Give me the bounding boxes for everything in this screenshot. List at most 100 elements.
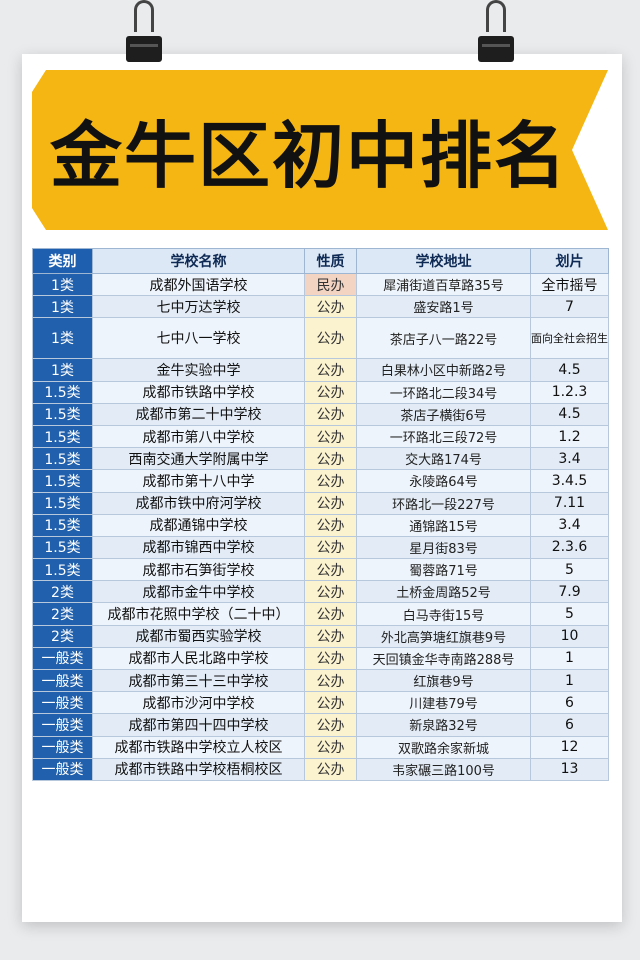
type-cell: 公办 bbox=[304, 491, 357, 515]
category-cell: 一般类 bbox=[32, 691, 93, 715]
school-name-cell: 成都市锦西中学校 bbox=[92, 535, 305, 560]
address-cell: 茶店子横街6号 bbox=[356, 402, 531, 426]
school-name-cell: 成都市蜀西实验学校 bbox=[92, 624, 305, 648]
district-cell: 5 bbox=[530, 602, 609, 626]
address-cell: 通锦路15号 bbox=[356, 513, 531, 537]
school-name-cell: 成都市石笋街学校 bbox=[92, 558, 305, 582]
category-cell: 一般类 bbox=[32, 735, 93, 759]
header-district: 划片 bbox=[530, 248, 609, 274]
address-cell: 川建巷79号 bbox=[356, 691, 531, 715]
type-cell: 公办 bbox=[304, 558, 357, 582]
type-cell: 公办 bbox=[304, 317, 357, 360]
address-cell: 土桥金周路52号 bbox=[356, 580, 531, 604]
district-cell: 10 bbox=[530, 624, 609, 648]
district-cell: 1 bbox=[530, 668, 609, 693]
address-cell: 新泉路32号 bbox=[356, 713, 531, 737]
table-row: 1.5类 成都市第十八中学 公办 永陵路64号 3.4.5 bbox=[32, 469, 609, 493]
category-cell: 一般类 bbox=[32, 757, 93, 781]
category-cell: 1.5类 bbox=[32, 491, 93, 515]
district-cell: 7 bbox=[530, 295, 609, 319]
district-cell: 1.2 bbox=[530, 424, 609, 449]
school-name-cell: 成都市第四十四中学校 bbox=[92, 713, 305, 737]
ranking-table: 类别 学校名称 性质 学校地址 划片 1类 成都外国语学校 民办 犀浦街道百草路35号… bbox=[32, 248, 609, 781]
district-cell: 7.11 bbox=[530, 491, 609, 515]
type-cell: 公办 bbox=[304, 295, 357, 319]
table-body: 1类 成都外国语学校 民办 犀浦街道百草路35号 全市摇号 1类 七中万达学校 公办 盛安路1号… bbox=[32, 272, 609, 781]
type-cell: 公办 bbox=[304, 424, 357, 449]
category-cell: 1类 bbox=[32, 272, 93, 297]
address-cell: 交大路174号 bbox=[356, 447, 531, 471]
type-cell: 公办 bbox=[304, 713, 357, 737]
table-row: 1.5类 西南交通大学附属中学 公办 交大路174号 3.4 bbox=[32, 447, 609, 471]
address-cell: 星月街83号 bbox=[356, 535, 531, 560]
type-cell: 公办 bbox=[304, 668, 357, 693]
district-cell: 1 bbox=[530, 646, 609, 671]
table-row: 一般类 成都市第四十四中学校 公办 新泉路32号 6 bbox=[32, 713, 609, 737]
district-cell: 全市摇号 bbox=[530, 272, 609, 297]
school-name-cell: 西南交通大学附属中学 bbox=[92, 447, 305, 471]
school-name-cell: 成都市人民北路中学校 bbox=[92, 646, 305, 671]
category-cell: 2类 bbox=[32, 624, 93, 648]
district-cell: 2.3.6 bbox=[530, 535, 609, 560]
school-name-cell: 成都市铁中府河学校 bbox=[92, 491, 305, 515]
binder-clip-right-icon bbox=[478, 0, 514, 64]
type-cell: 公办 bbox=[304, 358, 357, 382]
table-row: 1.5类 成都市第二十中学校 公办 茶店子横街6号 4.5 bbox=[32, 402, 609, 426]
category-cell: 1.5类 bbox=[32, 558, 93, 582]
type-cell: 公办 bbox=[304, 535, 357, 560]
district-cell: 13 bbox=[530, 757, 609, 781]
table-row: 2类 成都市花照中学校（二十中） 公办 白马寺街15号 5 bbox=[32, 602, 609, 626]
type-cell: 公办 bbox=[304, 380, 357, 404]
category-cell: 1类 bbox=[32, 358, 93, 382]
district-cell: 面向全社会招生 bbox=[530, 317, 609, 360]
school-name-cell: 成都市花照中学校（二十中） bbox=[92, 602, 305, 626]
type-cell: 公办 bbox=[304, 602, 357, 626]
category-cell: 1类 bbox=[32, 317, 93, 360]
address-cell: 白果林小区中新路2号 bbox=[356, 358, 531, 382]
district-cell: 7.9 bbox=[530, 580, 609, 604]
school-name-cell: 成都市第八中学校 bbox=[92, 424, 305, 449]
header-address: 学校地址 bbox=[356, 248, 531, 274]
school-name-cell: 成都市第十八中学 bbox=[92, 469, 305, 493]
address-cell: 犀浦街道百草路35号 bbox=[356, 272, 531, 297]
school-name-cell: 七中八一学校 bbox=[92, 317, 305, 360]
category-cell: 一般类 bbox=[32, 668, 93, 693]
type-cell: 公办 bbox=[304, 513, 357, 537]
category-cell: 1.5类 bbox=[32, 535, 93, 560]
school-name-cell: 金牛实验中学 bbox=[92, 358, 305, 382]
school-name-cell: 成都市铁路中学校 bbox=[92, 380, 305, 404]
school-name-cell: 成都市金牛中学校 bbox=[92, 580, 305, 604]
table-header-row: 类别 学校名称 性质 学校地址 划片 bbox=[32, 248, 609, 274]
district-cell: 3.4.5 bbox=[530, 469, 609, 493]
district-cell: 6 bbox=[530, 691, 609, 715]
address-cell: 茶店子八一路22号 bbox=[356, 317, 531, 360]
table-row: 一般类 成都市铁路中学校立人校区 公办 双歌路余家新城 12 bbox=[32, 735, 609, 759]
header-school-name: 学校名称 bbox=[92, 248, 305, 274]
type-cell: 公办 bbox=[304, 447, 357, 471]
table-row: 1.5类 成都市石笋街学校 公办 蜀蓉路71号 5 bbox=[32, 558, 609, 582]
table-row: 2类 成都市蜀西实验学校 公办 外北高笋塘红旗巷9号 10 bbox=[32, 624, 609, 648]
category-cell: 1类 bbox=[32, 295, 93, 319]
table-row: 1.5类 成都市铁路中学校 公办 一环路北二段34号 1.2.3 bbox=[32, 380, 609, 404]
table-row: 1.5类 成都市锦西中学校 公办 星月街83号 2.3.6 bbox=[32, 535, 609, 560]
table-row: 1类 成都外国语学校 民办 犀浦街道百草路35号 全市摇号 bbox=[32, 272, 609, 297]
header-type: 性质 bbox=[304, 248, 357, 274]
header-category: 类别 bbox=[32, 248, 93, 274]
table-row: 1.5类 成都通锦中学校 公办 通锦路15号 3.4 bbox=[32, 513, 609, 537]
table-row: 1类 七中八一学校 公办 茶店子八一路22号 面向全社会招生 bbox=[32, 317, 609, 360]
category-cell: 2类 bbox=[32, 580, 93, 604]
address-cell: 外北高笋塘红旗巷9号 bbox=[356, 624, 531, 648]
district-cell: 4.5 bbox=[530, 358, 609, 382]
table-row: 1类 七中万达学校 公办 盛安路1号 7 bbox=[32, 295, 609, 319]
type-cell: 公办 bbox=[304, 757, 357, 781]
district-cell: 6 bbox=[530, 713, 609, 737]
category-cell: 1.5类 bbox=[32, 469, 93, 493]
address-cell: 环路北一段227号 bbox=[356, 491, 531, 515]
type-cell: 民办 bbox=[304, 272, 357, 297]
school-name-cell: 成都市铁路中学校立人校区 bbox=[92, 735, 305, 759]
district-cell: 3.4 bbox=[530, 447, 609, 471]
address-cell: 盛安路1号 bbox=[356, 295, 531, 319]
title-banner bbox=[32, 70, 608, 230]
school-name-cell: 成都市第二十中学校 bbox=[92, 402, 305, 426]
table-row: 1.5类 成都市铁中府河学校 公办 环路北一段227号 7.11 bbox=[32, 491, 609, 515]
